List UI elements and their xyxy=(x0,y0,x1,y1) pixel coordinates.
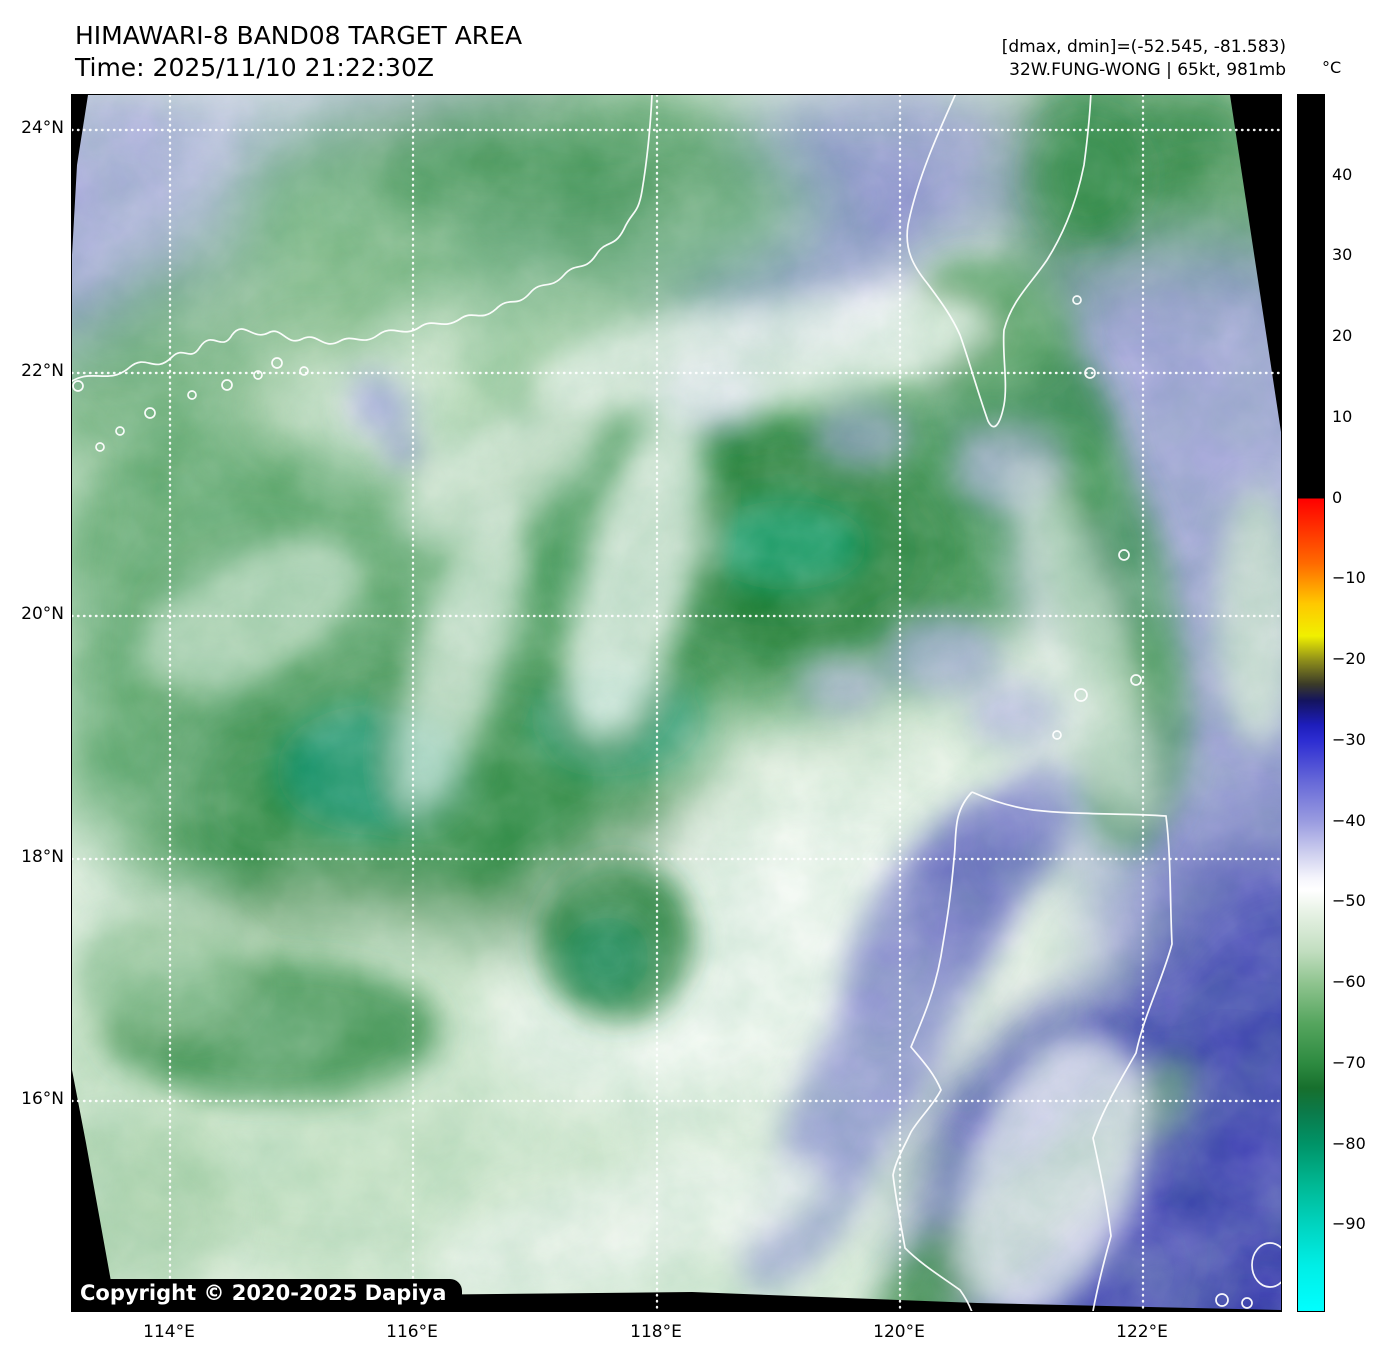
colorbar-tick-label: 40 xyxy=(1332,165,1352,184)
colorbar-tick-label: 0 xyxy=(1332,488,1342,507)
x-axis-tick-label: 116°E xyxy=(364,1322,460,1342)
colorbar-tick-label: −60 xyxy=(1332,972,1366,991)
map-canvas: Copyright © 2020-2025 Dapiya xyxy=(71,94,1282,1312)
colorbar-tick-label: −50 xyxy=(1332,891,1366,910)
colorbar-tick-label: 30 xyxy=(1332,245,1352,264)
colorbar-tick-label: −40 xyxy=(1332,811,1366,830)
y-axis-tick-label: 24°N xyxy=(0,118,64,138)
colorbar-tick-label: −30 xyxy=(1332,730,1366,749)
colorbar-unit-label: °C xyxy=(1322,58,1341,77)
satellite-image xyxy=(72,95,1281,1311)
colorbar-tick-label: −80 xyxy=(1332,1134,1366,1153)
x-axis-tick-label: 120°E xyxy=(851,1322,947,1342)
colorbar-tick-label: 20 xyxy=(1332,326,1352,345)
figure-time: Time: 2025/11/10 21:22:30Z xyxy=(75,52,522,84)
figure-title: HIMAWARI-8 BAND08 TARGET AREA xyxy=(75,20,522,52)
figure-page: HIMAWARI-8 BAND08 TARGET AREA Time: 2025… xyxy=(0,0,1390,1359)
colorbar-tick-label: −20 xyxy=(1332,649,1366,668)
x-axis-tick-label: 114°E xyxy=(121,1322,217,1342)
colorbar-tick-label: −10 xyxy=(1332,568,1366,587)
x-axis-tick-label: 122°E xyxy=(1094,1322,1190,1342)
copyright-badge: Copyright © 2020-2025 Dapiya xyxy=(72,1279,462,1309)
y-axis-tick-label: 20°N xyxy=(0,604,64,624)
y-axis-tick-label: 18°N xyxy=(0,847,64,867)
header-right: [dmax, dmin]=(-52.545, -81.583) 32W.FUNG… xyxy=(1002,36,1286,82)
dmax-dmin-readout: [dmax, dmin]=(-52.545, -81.583) xyxy=(1002,36,1286,59)
colorbar xyxy=(1297,94,1325,1312)
y-axis-tick-label: 22°N xyxy=(0,361,64,381)
cloud-texture-dark xyxy=(72,95,1281,1311)
storm-info: 32W.FUNG-WONG | 65kt, 981mb xyxy=(1002,59,1286,82)
x-axis-tick-label: 118°E xyxy=(608,1322,704,1342)
title-block: HIMAWARI-8 BAND08 TARGET AREA Time: 2025… xyxy=(75,20,522,84)
colorbar-tick-label: −70 xyxy=(1332,1053,1366,1072)
y-axis-tick-label: 16°N xyxy=(0,1089,64,1109)
colorbar-tick-label: 10 xyxy=(1332,407,1352,426)
colorbar-tick-label: −90 xyxy=(1332,1214,1366,1233)
